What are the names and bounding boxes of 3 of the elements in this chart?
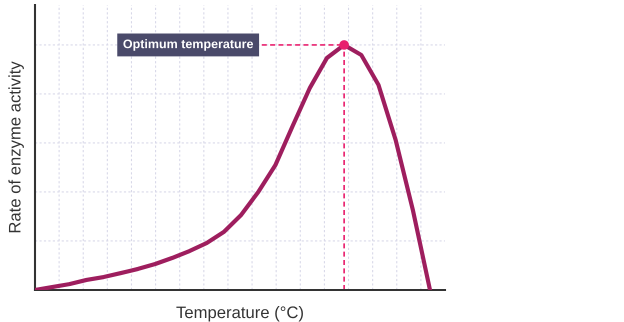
annotation: Optimum temperature (123, 39, 254, 51)
x-axis-title: Temperature (°C) (176, 306, 303, 322)
y-axis-title: Rate of enzyme activity (8, 61, 24, 232)
